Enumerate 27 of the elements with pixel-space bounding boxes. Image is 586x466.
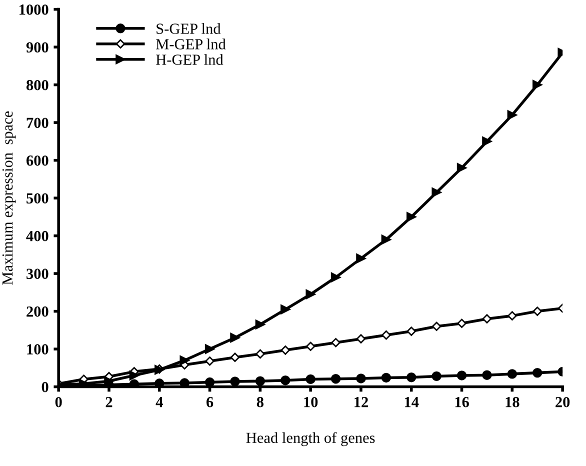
y-tick-label: 1000 bbox=[20, 4, 48, 15]
x-tick-label: 20 bbox=[556, 396, 570, 408]
y-tick-label: 0 bbox=[42, 382, 48, 392]
y-tick-label: 800 bbox=[26, 80, 48, 90]
x-tick-label: 0 bbox=[55, 396, 62, 408]
x-tick-label: 14 bbox=[404, 397, 419, 408]
x-tick-label: 12 bbox=[354, 396, 368, 408]
x-tick-label: 4 bbox=[156, 397, 163, 408]
y-tick-label: 900 bbox=[26, 42, 48, 53]
y-tick-label: 700 bbox=[26, 118, 48, 128]
y-tick-label: 400 bbox=[26, 230, 48, 242]
y-tick-label: 300 bbox=[26, 268, 48, 279]
x-axis-title: Head length of genes bbox=[246, 432, 375, 446]
y-tick-label: 600 bbox=[26, 155, 48, 166]
x-tick-label: 18 bbox=[506, 396, 520, 408]
x-tick-label: 10 bbox=[304, 396, 318, 408]
x-tick-label: 6 bbox=[206, 396, 214, 408]
x-tick-label: 2 bbox=[106, 396, 112, 408]
y-tick-label: 500 bbox=[26, 193, 48, 204]
legend-label: H-GEP lnd bbox=[156, 54, 224, 65]
x-tick-label: 16 bbox=[455, 396, 469, 408]
y-axis-title: Maximum expression space bbox=[2, 111, 16, 285]
y-tick-label: 200 bbox=[26, 306, 48, 317]
y-tick-label: 100 bbox=[27, 344, 48, 354]
legend-label: M-GEP lnd bbox=[156, 38, 226, 50]
x-tick-label: 8 bbox=[256, 396, 264, 408]
legend-label: S-GEP lnd bbox=[156, 23, 221, 34]
